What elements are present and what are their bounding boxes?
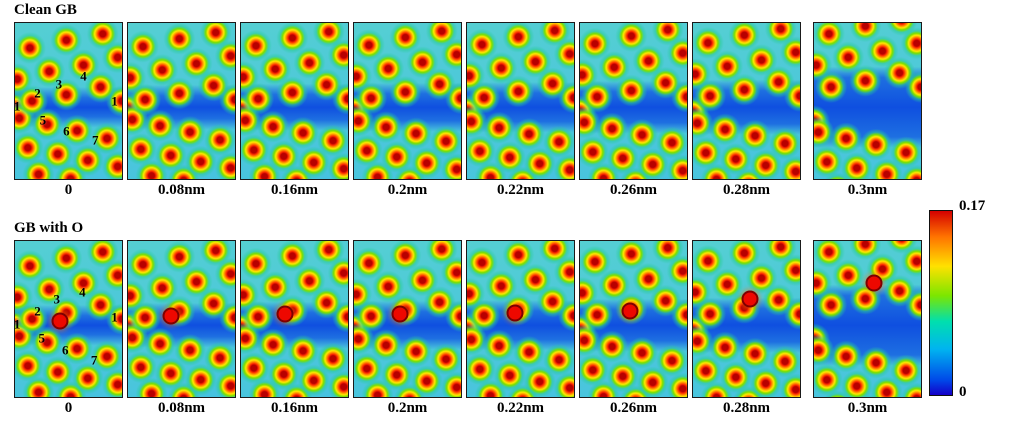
atom-number-label: 3 (53, 291, 60, 307)
atom-number-label: 2 (34, 303, 41, 319)
heatmap-panel-1-6 (692, 240, 801, 398)
heatmap-panel-0-6 (692, 22, 801, 180)
panel-displacement-label: 0.28nm (722, 400, 771, 416)
label-strip-gb-with-o: 0 0.08nm 0.16nm 0.2nm 0.22nm 0.26nm 0.28nm 0.3n… (14, 400, 938, 417)
heatmap-panel-0-5 (579, 22, 688, 180)
atom-number-label: 1 (14, 316, 21, 332)
oxygen-atom-marker (506, 304, 524, 322)
panel-displacement-label: 0.28nm (722, 182, 771, 198)
colorbar-min-label: 0 (959, 384, 967, 400)
heatmap-panel-1-2 (240, 240, 349, 398)
heatmap-panel-0-3 (353, 22, 462, 180)
oxygen-atom-marker (391, 305, 409, 323)
label-strip-clean-gb: 0 0.08nm 0.16nm 0.2nm 0.22nm 0.26nm 0.28nm 0.3n… (14, 182, 938, 199)
heatmap-panel-0-1 (127, 22, 236, 180)
panel-displacement-label: 0 (64, 182, 73, 198)
panel-displacement-label: 0.26nm (609, 400, 658, 416)
oxygen-atom-marker (741, 290, 759, 308)
colorbar-gradient (929, 210, 953, 396)
panel-displacement-label: 0.3nm (847, 400, 888, 416)
atom-number-label: 1 (14, 98, 21, 114)
oxygen-atom-marker (51, 312, 69, 330)
oxygen-atom-marker (276, 305, 294, 323)
panel-displacement-label: 0.08nm (157, 400, 206, 416)
atom-number-label: 5 (39, 112, 47, 128)
atom-number-label: 2 (34, 85, 41, 101)
panel-displacement-label: 0 (64, 400, 73, 416)
atom-number-label: 4 (80, 68, 87, 84)
panel-displacement-label: 0.2nm (387, 182, 428, 198)
panel-displacement-label: 0.08nm (157, 182, 206, 198)
heatmap-panel-1-7 (813, 240, 922, 398)
atom-number-label: 1 (111, 309, 118, 325)
atom-number-label: 6 (63, 123, 70, 139)
panel-displacement-label: 0.22nm (496, 182, 545, 198)
panel-displacement-label: 0.3nm (847, 182, 888, 198)
colorbar: 0.17 0 (929, 198, 1001, 414)
atom-number-label: 1 (111, 93, 118, 109)
panel-displacement-label: 0.16nm (270, 400, 319, 416)
atom-number-label: 7 (92, 132, 99, 148)
panel-displacement-label: 0.16nm (270, 182, 319, 198)
atom-number-label: 6 (62, 342, 69, 358)
heatmap-panel-1-1 (127, 240, 236, 398)
heatmap-panel-1-4 (466, 240, 575, 398)
atom-number-label: 5 (38, 330, 46, 346)
heatmap-panel-1-3 (353, 240, 462, 398)
atom-number-label: 3 (55, 76, 63, 92)
heatmap-panel-0-2 (240, 22, 349, 180)
atom-number-label: 4 (79, 284, 86, 300)
colorbar-max-label: 0.17 (959, 198, 986, 214)
row-title-gb-with-o: GB with O (14, 220, 84, 236)
oxygen-atom-marker (865, 274, 883, 292)
oxygen-atom-marker (162, 307, 180, 325)
heatmap-panel-0-4 (466, 22, 575, 180)
heatmap-panel-0-7 (813, 22, 922, 180)
row-title-clean-gb: Clean GB (14, 2, 77, 18)
panel-displacement-label: 0.26nm (609, 182, 658, 198)
oxygen-atom-marker (621, 302, 639, 320)
panel-displacement-label: 0.22nm (496, 400, 545, 416)
heatmap-panel-1-5 (579, 240, 688, 398)
atom-number-label: 7 (90, 352, 98, 368)
panel-displacement-label: 0.2nm (387, 400, 428, 416)
